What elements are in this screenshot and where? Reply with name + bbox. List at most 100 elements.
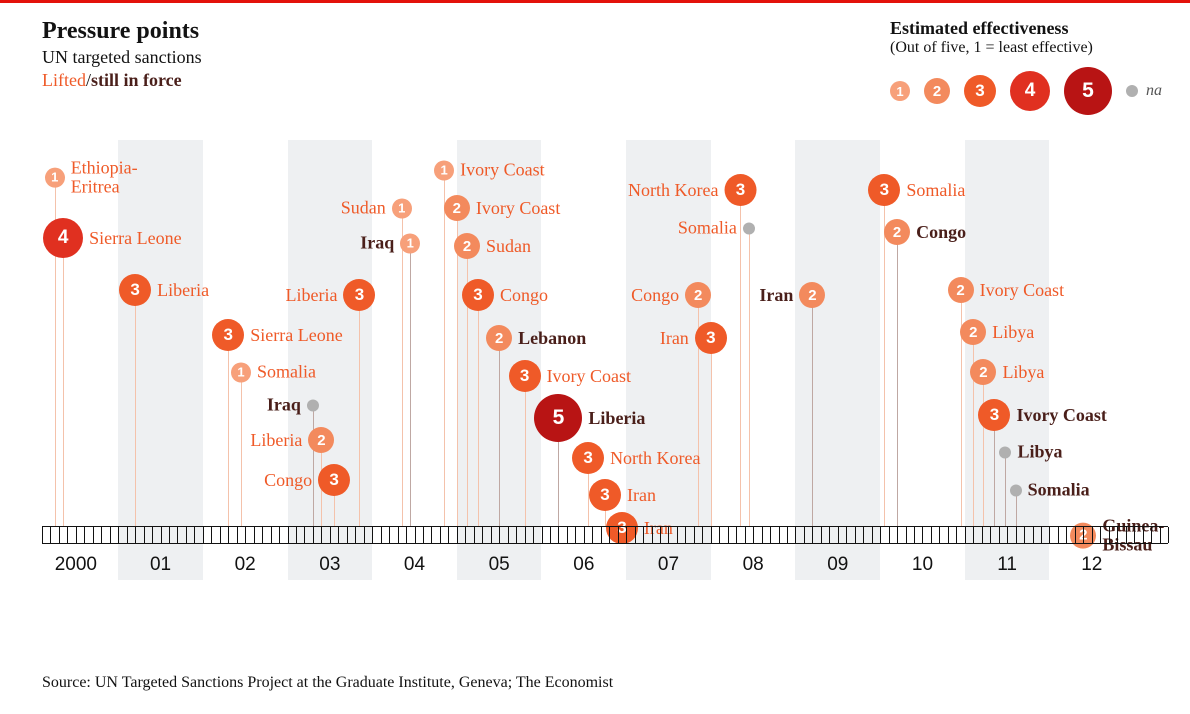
axis-tick	[321, 527, 322, 543]
axis-tick	[855, 527, 856, 543]
axis-tick	[135, 527, 136, 543]
axis-tick	[237, 527, 238, 543]
axis-tick	[431, 527, 432, 543]
eff-circle: 2	[884, 219, 910, 245]
axis-tick	[1100, 527, 1101, 543]
axis-tick	[50, 527, 51, 543]
axis-tick	[355, 527, 356, 543]
axis-tick	[609, 527, 610, 543]
year-labels: 2000010203040506070809101112	[42, 550, 1168, 580]
axis-tick	[753, 527, 754, 543]
eff-circle: 3	[318, 464, 350, 496]
effectiveness-legend: Estimated effectiveness (Out of five, 1 …	[890, 18, 1162, 115]
sanction-node: 2Congo	[631, 282, 711, 308]
stem	[740, 190, 741, 526]
axis-tick	[601, 527, 602, 543]
eff-circle: 3	[462, 279, 494, 311]
axis-tick	[389, 527, 390, 543]
stem	[241, 372, 242, 526]
eff-circle: 2	[960, 319, 986, 345]
eff-circle: 3	[572, 442, 604, 474]
axis-tick	[304, 527, 305, 543]
stem	[478, 295, 479, 526]
axis-tick	[508, 527, 509, 543]
axis-tick	[922, 527, 923, 543]
sanction-label: Somalia	[906, 180, 965, 201]
axis-tick	[965, 527, 966, 543]
eff-circle: 2	[948, 277, 974, 303]
axis-tick	[76, 527, 77, 543]
sanction-label: Congo	[916, 222, 966, 243]
eff-circle: 2	[685, 282, 711, 308]
sanction-node: 3Ivory Coast	[509, 360, 632, 392]
eff-circle: 3	[695, 322, 727, 354]
axis-tick	[296, 527, 297, 543]
eff-na-dot	[1126, 85, 1138, 97]
axis-tick	[1058, 527, 1059, 543]
stem	[812, 295, 813, 526]
axis-tick	[110, 527, 111, 543]
axis-tick	[889, 527, 890, 543]
sanction-label: Sierra Leone	[250, 325, 342, 346]
axis-tick	[1160, 527, 1161, 543]
axis-tick	[491, 527, 492, 543]
axis-tick	[1126, 527, 1127, 543]
eff-circle: 1	[434, 160, 454, 180]
axis-tick	[186, 527, 187, 543]
sanction-node: 2Liberia	[250, 427, 334, 453]
sanction-label: Iran	[759, 285, 793, 306]
sanction-node: 3Liberia	[285, 279, 375, 311]
sanction-node: 3Liberia	[119, 274, 209, 306]
sanction-label: Iran	[660, 328, 689, 349]
axis-tick	[211, 527, 212, 543]
axis-tick	[152, 527, 153, 543]
axis-tick	[838, 527, 839, 543]
axis-tick	[161, 527, 162, 543]
axis-tick	[330, 527, 331, 543]
sanction-node: 3Ivory Coast	[978, 399, 1107, 431]
axis-tick	[939, 527, 940, 543]
eff-circle: 5	[534, 394, 582, 442]
sanction-label: Somalia	[1028, 480, 1090, 501]
eff-legend-title: Estimated effectiveness	[890, 18, 1162, 39]
axis-tick	[406, 527, 407, 543]
axis-tick	[635, 527, 636, 543]
axis-tick	[271, 527, 272, 543]
sanction-node: Somalia	[678, 218, 755, 239]
stem	[525, 376, 526, 526]
axis-tick	[169, 527, 170, 543]
axis-tick	[220, 527, 221, 543]
sanction-node: 2Ivory Coast	[948, 277, 1065, 303]
year-label: 06	[573, 554, 594, 576]
axis-tick	[592, 527, 593, 543]
sanction-node: Somalia	[1010, 480, 1090, 501]
axis-tick	[288, 527, 289, 543]
axis-tick	[685, 527, 686, 543]
year-label: 12	[1081, 554, 1102, 576]
legend-lifted: Lifted	[42, 70, 86, 90]
axis-tick	[812, 527, 813, 543]
axis-tick	[660, 527, 661, 543]
axis-tick	[795, 527, 796, 543]
axis-tick	[1041, 527, 1042, 543]
axis-tick	[643, 527, 644, 543]
year-band	[795, 140, 880, 580]
eff-circle	[743, 222, 755, 234]
axis-tick	[533, 527, 534, 543]
axis-tick	[372, 527, 373, 543]
axis-tick	[787, 527, 788, 543]
eff-bubble-3: 3	[964, 75, 996, 107]
sanction-node: 3North Korea	[572, 442, 700, 474]
axis-tick	[897, 527, 898, 543]
year-label: 2000	[55, 554, 97, 576]
axis-tick	[1016, 527, 1017, 543]
stem	[359, 295, 360, 526]
year-label: 09	[827, 554, 848, 576]
stem	[63, 238, 64, 526]
axis-tick	[736, 527, 737, 543]
eff-circle: 3	[724, 174, 756, 206]
eff-legend-subtitle: (Out of five, 1 = least effective)	[890, 39, 1162, 57]
x-axis	[42, 526, 1168, 544]
stem	[1005, 452, 1006, 526]
sanction-node: 1Somalia	[231, 362, 316, 383]
